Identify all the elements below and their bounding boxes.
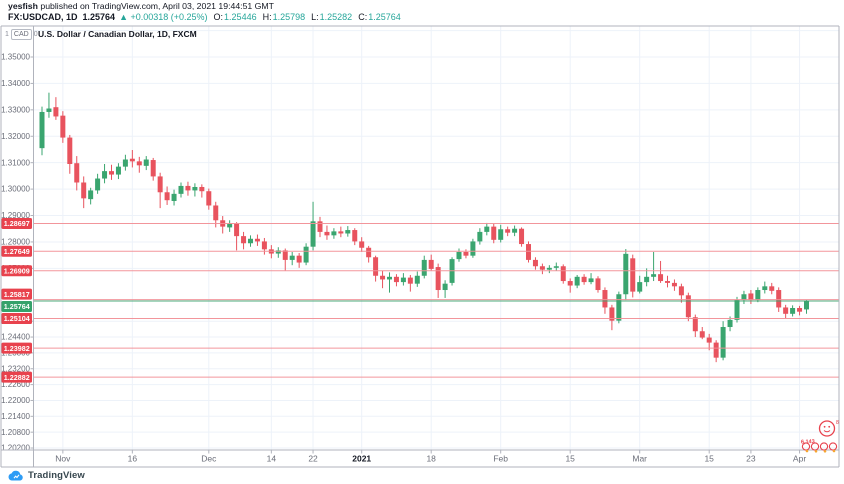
svg-text:23: 23	[746, 454, 756, 464]
high-value: 1.25798	[272, 11, 306, 22]
svg-text:1.22882: 1.22882	[4, 373, 30, 382]
svg-text:18: 18	[426, 454, 436, 464]
price-axis-unit: 1 CAD 0	[5, 29, 38, 40]
low-value: 1.25282	[319, 11, 353, 22]
axis-unit-prefix: 1	[5, 31, 9, 38]
x-gridlines	[62, 26, 801, 454]
svg-text:Dec: Dec	[201, 454, 217, 464]
tradingview-brand-text[interactable]: TradingView	[28, 470, 85, 481]
svg-text:16: 16	[128, 454, 138, 464]
svg-text:15: 15	[565, 454, 575, 464]
quote-bar: FX:USDCAD, 1D 1.25764 ▲ +0.00318 (+0.25%) O…	[8, 12, 401, 22]
svg-text:Apr: Apr	[793, 454, 806, 464]
candles	[39, 92, 809, 363]
svg-text:Nov: Nov	[55, 454, 71, 464]
stamp-count-row: 6,143	[801, 439, 838, 453]
svg-text:1.25104: 1.25104	[4, 314, 30, 323]
close-label: C:	[358, 11, 368, 22]
attribution-text: published on TradingView.com, April 03, …	[37, 1, 274, 11]
svg-text:22: 22	[308, 454, 318, 464]
chart-frame	[0, 25, 840, 468]
svg-text:14: 14	[267, 454, 277, 464]
svg-text:1.22000: 1.22000	[1, 396, 30, 405]
author-name: yesfish	[8, 1, 38, 11]
stamp-count-number: 6,143	[801, 439, 815, 445]
tradingview-logo-icon[interactable]	[8, 470, 24, 482]
svg-text:1.23200: 1.23200	[1, 364, 30, 373]
svg-text:2021: 2021	[352, 454, 371, 464]
close-value: 1.25764	[368, 11, 401, 22]
svg-text:1.31000: 1.31000	[1, 158, 30, 167]
svg-text:1.28000: 1.28000	[1, 238, 30, 247]
svg-text:1.24400: 1.24400	[1, 333, 30, 342]
price-axis-badges: 1.28697 1.27649 1.26909 1.25817 1.25104 1.239…	[1, 218, 32, 383]
svg-text:1.29000: 1.29000	[1, 211, 30, 220]
svg-text:1.35000: 1.35000	[1, 53, 30, 62]
footer: TradingView	[8, 470, 85, 482]
svg-text:1.20200: 1.20200	[1, 444, 30, 453]
svg-text:Feb: Feb	[493, 454, 508, 464]
price-change: ▲ +0.00318 (+0.25%)	[119, 11, 208, 22]
y-gridlines	[33, 30, 839, 449]
time-axis-labels: Nov 16 Dec 14 22 2021 18 Feb 15 Mar 15 23 Apr	[55, 454, 806, 464]
svg-text:1.34000: 1.34000	[1, 79, 30, 88]
svg-text:1.21400: 1.21400	[1, 412, 30, 421]
svg-text:1.28697: 1.28697	[4, 219, 30, 228]
level-lines	[33, 223, 839, 378]
svg-text:1.32000: 1.32000	[1, 132, 30, 141]
svg-text:1.27649: 1.27649	[4, 247, 30, 256]
svg-text:1.25764: 1.25764	[4, 302, 30, 311]
low-label: L:	[311, 11, 319, 22]
last-price-value: 1.25764	[82, 11, 116, 22]
axis-currency-label: CAD	[10, 29, 32, 40]
axis-unit-suffix: 0	[33, 31, 38, 38]
svg-text:Mar: Mar	[632, 454, 647, 464]
chart-title: U.S. Dollar / Canadian Dollar, 1D, FXCM	[38, 29, 197, 39]
svg-text:1.20800: 1.20800	[1, 428, 30, 437]
stamp-small-number: 8	[836, 420, 839, 426]
symbol-name: FX:USDCAD, 1D	[8, 11, 78, 22]
stamp-face-circle: 8	[818, 420, 839, 437]
svg-text:1.30000: 1.30000	[1, 185, 30, 194]
svg-text:1.22600: 1.22600	[1, 380, 30, 389]
open-value: 1.25446	[224, 11, 257, 22]
svg-text:1.25817: 1.25817	[4, 290, 30, 299]
svg-text:1.26909: 1.26909	[4, 266, 30, 275]
svg-text:1.23982: 1.23982	[4, 344, 30, 353]
ink-stamp-sticker: 8 6,143	[801, 420, 839, 453]
svg-text:1.33000: 1.33000	[1, 105, 30, 114]
open-label: O:	[213, 11, 224, 22]
svg-text:15: 15	[704, 454, 714, 464]
high-label: H:	[262, 11, 272, 22]
attribution-line: yesfish published on TradingView.com, Ap…	[8, 1, 274, 11]
